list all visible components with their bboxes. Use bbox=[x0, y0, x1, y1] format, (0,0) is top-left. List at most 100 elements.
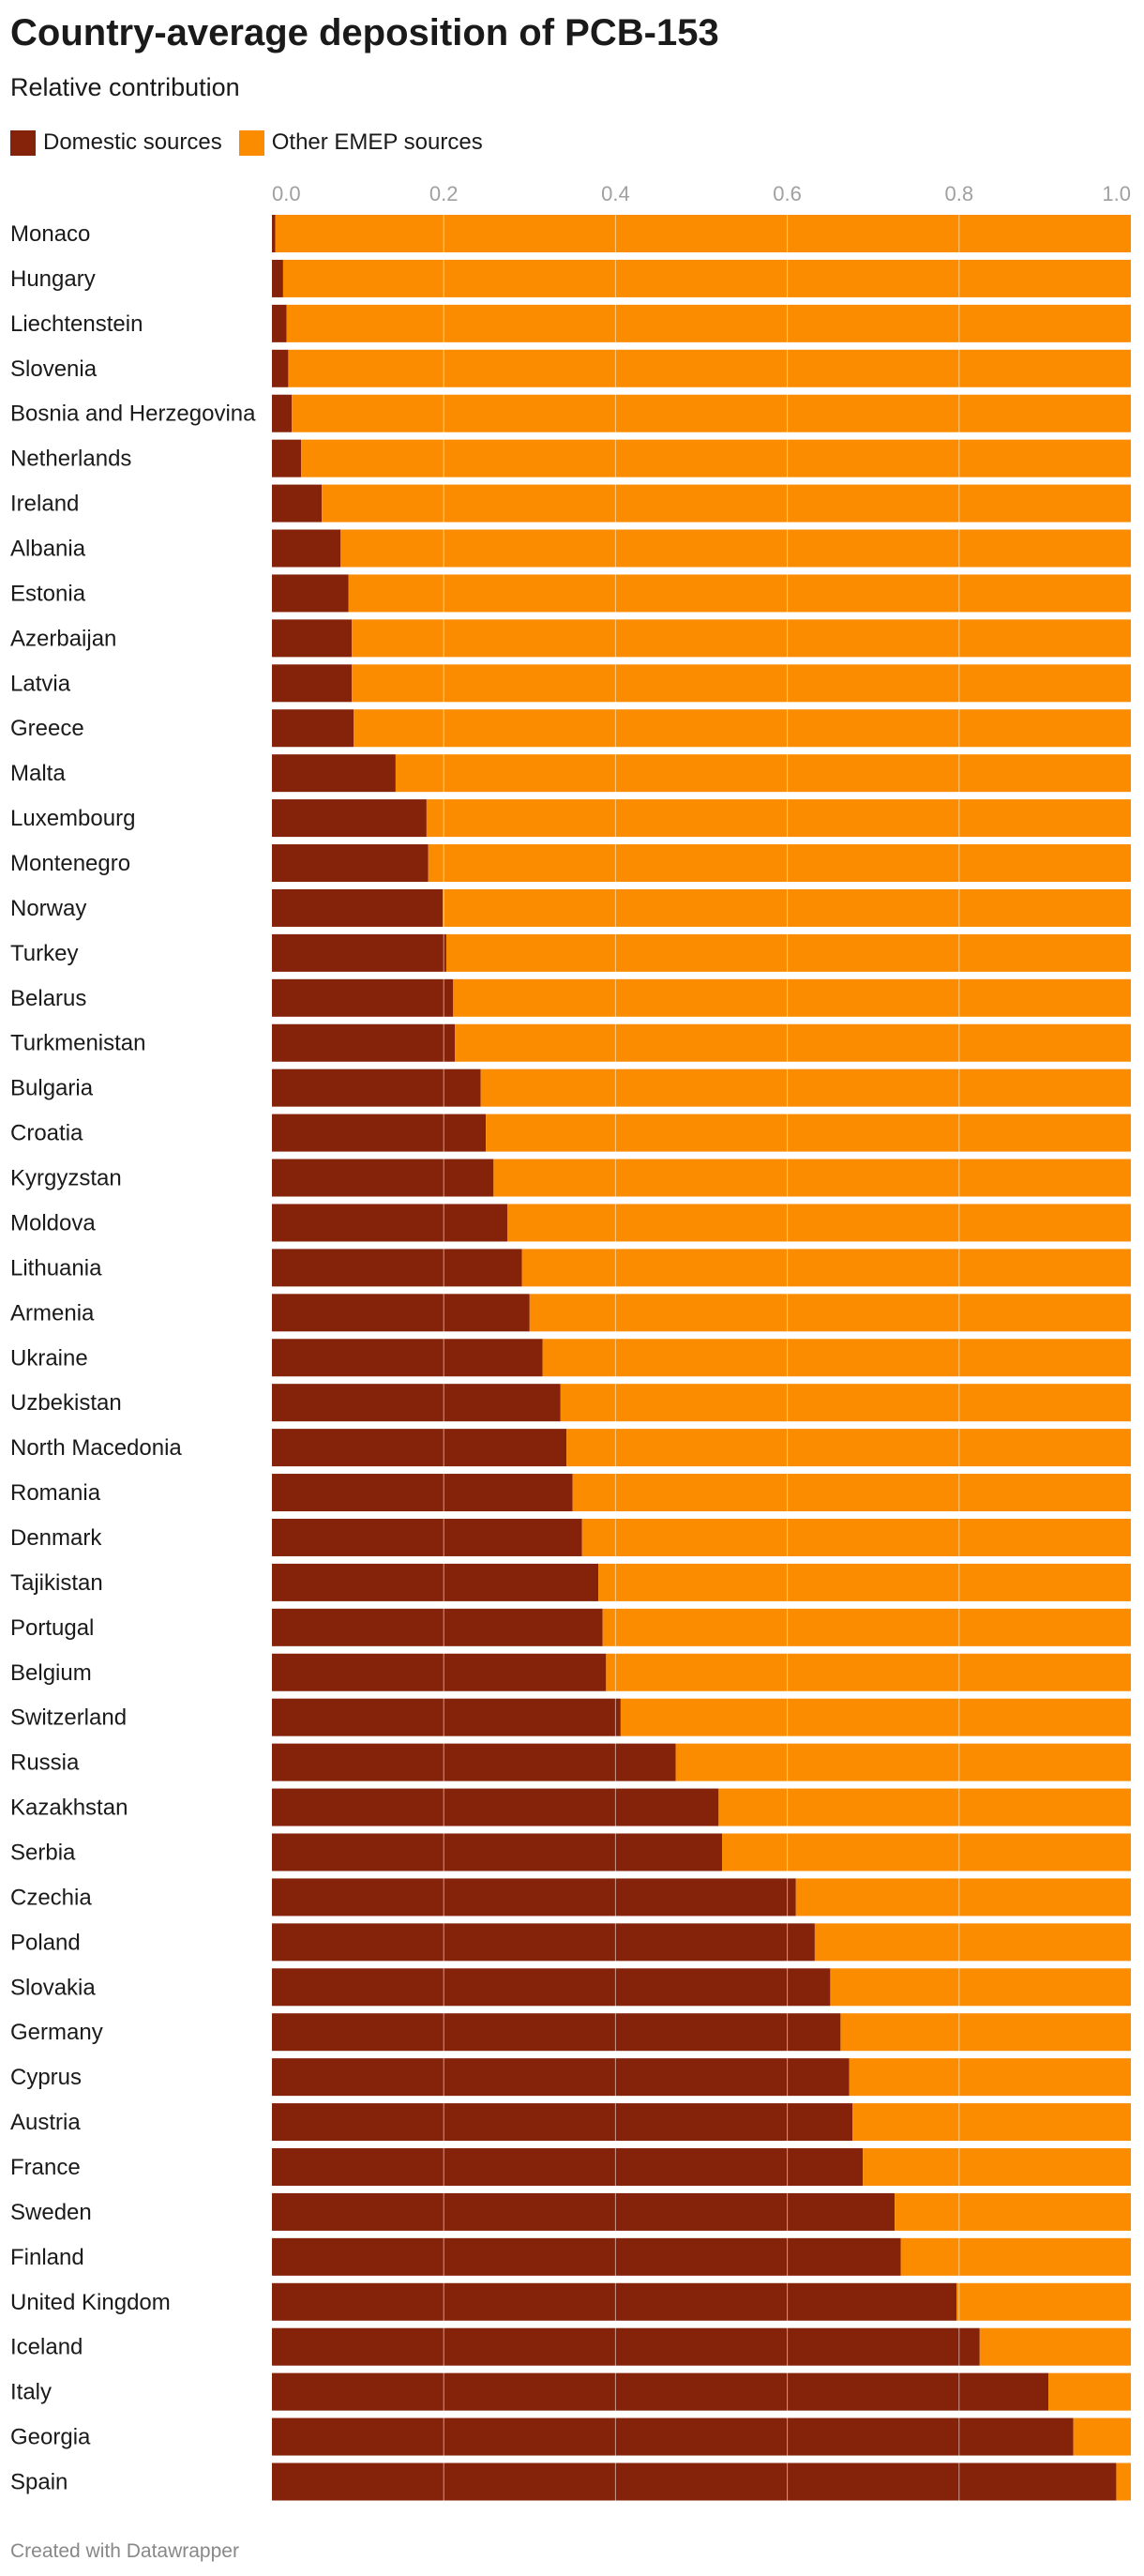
bar-domestic bbox=[272, 2372, 1049, 2411]
bar-other bbox=[453, 978, 1131, 1017]
bar-domestic bbox=[272, 1743, 676, 1781]
bar-domestic bbox=[272, 2327, 980, 2366]
bar-domestic bbox=[272, 2282, 957, 2321]
category-label: Kazakhstan bbox=[10, 1796, 128, 1821]
legend-label-other: Other EMEP sources bbox=[271, 129, 483, 155]
legend-item-other[interactable]: Other EMEP sources bbox=[238, 129, 483, 156]
bar-domestic bbox=[272, 709, 354, 748]
legend-label-domestic: Domestic sources bbox=[43, 129, 222, 155]
bar-domestic bbox=[272, 1878, 796, 1917]
bar-domestic bbox=[272, 1474, 573, 1512]
bar-domestic bbox=[272, 394, 293, 432]
bar-other bbox=[620, 1698, 1131, 1736]
bar-domestic bbox=[272, 2013, 841, 2052]
bar-other bbox=[529, 1294, 1131, 1332]
category-label: Czechia bbox=[10, 1885, 92, 1910]
bar-other bbox=[542, 1339, 1131, 1377]
stacked-bar-chart: 0.0 0.2 0.4 0.6 0.8 1.0 Monaco Hungary Liechtens… bbox=[10, 182, 1132, 2501]
bar-other bbox=[486, 1114, 1131, 1152]
bar-domestic bbox=[272, 1788, 719, 1826]
category-label: United Kingdom bbox=[10, 2290, 171, 2315]
bar-domestic bbox=[272, 1968, 831, 2007]
bar-domestic bbox=[272, 1698, 621, 1736]
bar-domestic bbox=[272, 2103, 853, 2142]
category-label: Croatia bbox=[10, 1121, 83, 1146]
category-label: Ireland bbox=[10, 492, 79, 517]
bar-other bbox=[352, 664, 1131, 703]
bar-domestic bbox=[272, 349, 289, 387]
bar-domestic bbox=[272, 1518, 582, 1556]
x-tick-label: 0.8 bbox=[945, 182, 974, 205]
category-label: Romania bbox=[10, 1480, 101, 1506]
bar-other bbox=[581, 1518, 1131, 1556]
bar-domestic bbox=[272, 844, 429, 883]
bar-domestic bbox=[272, 1023, 456, 1062]
bar-other bbox=[292, 394, 1131, 432]
category-label: Malta bbox=[10, 761, 66, 786]
category-label: Moldova bbox=[10, 1210, 96, 1235]
bar-other bbox=[572, 1474, 1131, 1512]
category-label: Turkey bbox=[10, 941, 78, 966]
bar-other bbox=[814, 1923, 1131, 1962]
category-label: Denmark bbox=[10, 1525, 102, 1551]
bar-domestic bbox=[272, 888, 444, 927]
bar-other bbox=[840, 2013, 1131, 2052]
bar-domestic bbox=[272, 259, 283, 297]
bar-other bbox=[795, 1878, 1131, 1917]
bar-other bbox=[852, 2103, 1131, 2142]
bar-domestic bbox=[272, 664, 353, 703]
category-label: Russia bbox=[10, 1750, 80, 1776]
category-label: Luxembourg bbox=[10, 806, 135, 831]
category-label: Liechtenstein bbox=[10, 311, 143, 337]
category-label: Greece bbox=[10, 716, 84, 741]
category-label: Estonia bbox=[10, 581, 86, 606]
legend-swatch-other bbox=[238, 129, 264, 156]
category-label: Germany bbox=[10, 2020, 103, 2045]
category-label: Bulgaria bbox=[10, 1076, 94, 1101]
category-label: Serbia bbox=[10, 1840, 76, 1865]
bar-other bbox=[455, 1023, 1131, 1062]
bar-other bbox=[521, 1249, 1131, 1287]
category-label: Uzbekistan bbox=[10, 1390, 122, 1416]
bar-other bbox=[282, 259, 1132, 297]
category-label: Norway bbox=[10, 896, 86, 921]
bar-other bbox=[288, 349, 1131, 387]
bar-domestic bbox=[272, 1068, 481, 1107]
category-label: Georgia bbox=[10, 2425, 91, 2450]
category-label: Switzerland bbox=[10, 1705, 127, 1731]
bar-domestic bbox=[272, 1563, 599, 1601]
bar-domestic bbox=[272, 1429, 567, 1467]
bar-other bbox=[1048, 2372, 1131, 2411]
bar-domestic bbox=[272, 484, 323, 523]
bar-other bbox=[275, 215, 1131, 252]
category-label: Latvia bbox=[10, 671, 71, 696]
legend-item-domestic[interactable]: Domestic sources bbox=[10, 129, 222, 156]
legend-swatch-domestic bbox=[10, 129, 36, 156]
bar-domestic bbox=[272, 2058, 850, 2097]
bar-other bbox=[979, 2327, 1131, 2366]
category-label: Slovakia bbox=[10, 1975, 96, 2000]
bar-other bbox=[426, 799, 1131, 838]
x-tick-label: 0.4 bbox=[601, 182, 630, 205]
bar-domestic bbox=[272, 1114, 487, 1152]
category-label: Netherlands bbox=[10, 447, 131, 472]
category-label: Italy bbox=[10, 2380, 52, 2405]
footer-credit[interactable]: Created with Datawrapper bbox=[10, 2540, 239, 2562]
x-tick-label: 1.0 bbox=[1102, 182, 1131, 205]
bar-domestic bbox=[272, 754, 396, 793]
bar-domestic bbox=[272, 619, 353, 658]
bar-other bbox=[445, 933, 1131, 972]
category-label: Spain bbox=[10, 2470, 68, 2495]
chart-title: Country-average deposition of PCB-153 bbox=[10, 12, 719, 53]
category-label: Poland bbox=[10, 1930, 81, 1955]
bar-other bbox=[830, 1968, 1131, 2007]
x-tick-label: 0.2 bbox=[429, 182, 459, 205]
category-label: Montenegro bbox=[10, 851, 130, 876]
category-label: Lithuania bbox=[10, 1255, 102, 1280]
bar-domestic bbox=[272, 1204, 507, 1242]
bar-other bbox=[286, 304, 1131, 342]
category-label: Austria bbox=[10, 2110, 81, 2135]
category-label: Portugal bbox=[10, 1615, 94, 1641]
bar-other bbox=[348, 574, 1131, 613]
bar-other bbox=[1073, 2417, 1131, 2456]
